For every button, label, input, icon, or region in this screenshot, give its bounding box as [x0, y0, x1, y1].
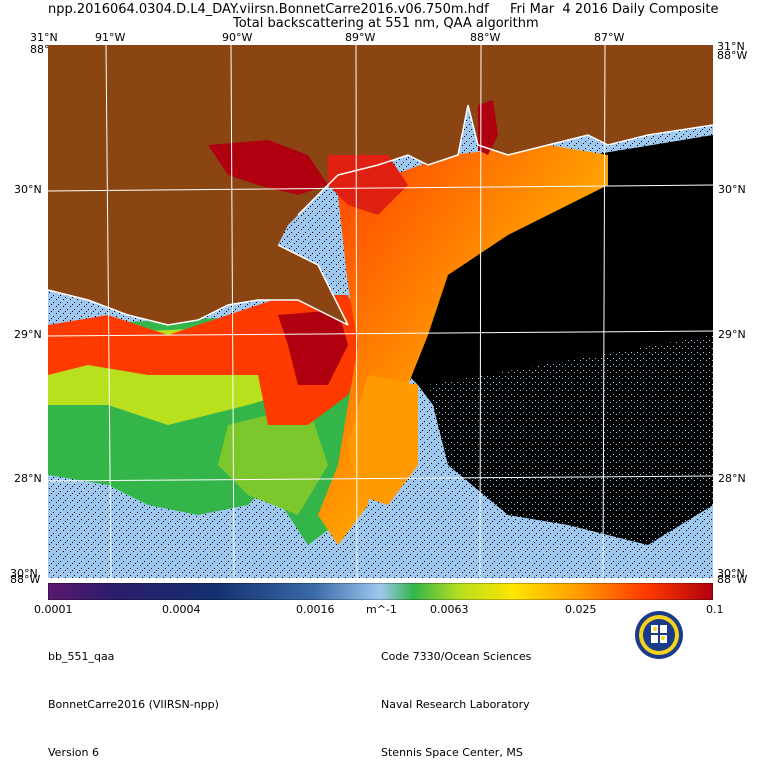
no-data-speckle [428, 335, 713, 545]
shelf-water-lime [218, 405, 328, 515]
colorbar-tick-4: 0.025 [565, 603, 597, 616]
version-label: Version 6 [48, 746, 99, 759]
product-code: bb_551_qaa [48, 650, 115, 663]
colorbar-tick-2: 0.0016 [296, 603, 335, 616]
footer-left: bb_551_qaa BonnetCarre2016 (VIIRSN-npp) … [48, 617, 219, 777]
graticule [48, 45, 713, 578]
org-name: Naval Research Laboratory [381, 698, 530, 711]
corner-lat-top-right: 31°N [717, 40, 745, 53]
nrl-seal-icon [635, 611, 683, 659]
nearshore-turbid-dark [278, 310, 348, 385]
colorbar-tick-3: 0.0063 [430, 603, 469, 616]
land-mainland [48, 45, 713, 325]
file-name: npp.2016064.0304.D.L4_DAY.viirsn.BonnetC… [48, 2, 489, 17]
lat-label-right-29n: 29°N [718, 328, 746, 341]
lat-label-left-29n: 29°N [14, 328, 42, 341]
lon-label-88w: 88°W [470, 31, 501, 44]
corner-lon-top-right: 88°W [717, 49, 748, 62]
lat-label-right-30n: 30°N [718, 183, 746, 196]
colorbar-tick-5: 0.1 [706, 603, 724, 616]
lon-label-90w: 90°W [222, 31, 253, 44]
product-title: Total backscattering at 551 nm, QAA algo… [233, 16, 539, 31]
satellite-map[interactable] [48, 45, 713, 578]
colorbar-unit: m^-1 [366, 603, 397, 616]
mobile-bay [478, 100, 498, 155]
corner-lon-bottom-left: 88°W [10, 573, 41, 586]
lat-label-left-30n: 30°N [14, 183, 42, 196]
corner-lat-bottom-left: 30°N [10, 567, 38, 580]
corner-lat-top-left: 31°N [30, 31, 58, 44]
date-label: Fri Mar 4 2016 Daily Composite [510, 2, 719, 17]
plume-orange-core [348, 375, 418, 505]
org-location: Stennis Space Center, MS [381, 746, 523, 759]
corner-lon-bottom-right: 88°W [717, 573, 748, 586]
corner-lat-bottom-right: 30°N [717, 567, 745, 580]
lon-label-89w: 89°W [345, 31, 376, 44]
lon-label-91w: 91°W [95, 31, 126, 44]
lake-pontchartrain [208, 140, 328, 195]
org-code: Code 7330/Ocean Sciences [381, 650, 532, 663]
lat-label-left-28n: 28°N [14, 472, 42, 485]
dataset-name: BonnetCarre2016 (VIIRSN-npp) [48, 698, 219, 711]
colorbar [48, 583, 713, 600]
lon-label-87w: 87°W [594, 31, 625, 44]
lake-borgne [328, 155, 408, 215]
colorbar-tick-0: 0.0001 [34, 603, 73, 616]
colorbar-tick-1: 0.0004 [162, 603, 201, 616]
river-plume [318, 145, 608, 545]
footer-right: Code 7330/Ocean Sciences Naval Research … [381, 617, 531, 777]
lat-label-right-28n: 28°N [718, 472, 746, 485]
